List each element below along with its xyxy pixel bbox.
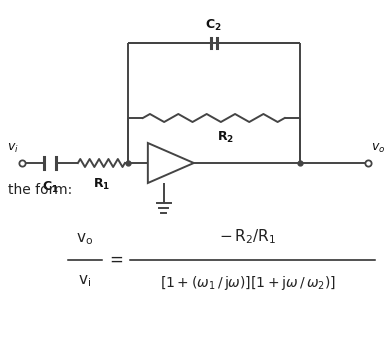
Text: $\mathbf{R_2}$: $\mathbf{R_2}$ (217, 130, 234, 145)
Text: $\mathbf{C_2}$: $\mathbf{C_2}$ (205, 18, 222, 33)
Text: $-\,\mathrm{R_2}/\mathrm{R_1}$: $-\,\mathrm{R_2}/\mathrm{R_1}$ (219, 227, 276, 246)
Text: $v_i$: $v_i$ (7, 142, 19, 155)
Text: the form:: the form: (8, 183, 72, 197)
Text: $[1+(\omega_1\,/\,\mathrm{j}\omega)][1+\mathrm{j}\omega\,/\,\omega_2)]$: $[1+(\omega_1\,/\,\mathrm{j}\omega)][1+\… (159, 274, 336, 292)
Text: $\mathbf{R_1}$: $\mathbf{R_1}$ (93, 177, 110, 192)
Text: $\mathrm{v_o}$: $\mathrm{v_o}$ (76, 231, 93, 247)
Text: $=$: $=$ (106, 250, 124, 268)
Text: $v_o$: $v_o$ (371, 142, 385, 155)
Text: $\mathbf{C_1}$: $\mathbf{C_1}$ (42, 180, 58, 195)
Text: $\mathrm{v_i}$: $\mathrm{v_i}$ (78, 273, 91, 289)
